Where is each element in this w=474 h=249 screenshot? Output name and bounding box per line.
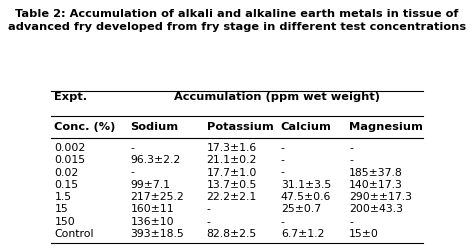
- Text: 0.015: 0.015: [55, 155, 85, 165]
- Text: 21.1±0.2: 21.1±0.2: [207, 155, 257, 165]
- Text: 185±37.8: 185±37.8: [349, 168, 403, 178]
- Text: 160±11: 160±11: [130, 204, 174, 214]
- Text: Expt.: Expt.: [55, 92, 88, 102]
- Text: -: -: [130, 143, 134, 153]
- Text: 140±17.3: 140±17.3: [349, 180, 403, 190]
- Text: 0.002: 0.002: [55, 143, 86, 153]
- Text: 99±7.1: 99±7.1: [130, 180, 171, 190]
- Text: Control: Control: [55, 229, 94, 239]
- Text: Calcium: Calcium: [281, 122, 332, 132]
- Text: 200±43.3: 200±43.3: [349, 204, 403, 214]
- Text: Conc. (%): Conc. (%): [55, 122, 116, 132]
- Text: -: -: [207, 217, 210, 227]
- Text: 15: 15: [55, 204, 68, 214]
- Text: 0.02: 0.02: [55, 168, 79, 178]
- Text: 96.3±2.2: 96.3±2.2: [130, 155, 181, 165]
- Text: 6.7±1.2: 6.7±1.2: [281, 229, 324, 239]
- Text: 13.7±0.5: 13.7±0.5: [207, 180, 257, 190]
- Text: 393±18.5: 393±18.5: [130, 229, 184, 239]
- Text: 1.5: 1.5: [55, 192, 72, 202]
- Text: -: -: [281, 143, 284, 153]
- Text: Sodium: Sodium: [130, 122, 179, 132]
- Text: -: -: [349, 143, 353, 153]
- Text: 136±10: 136±10: [130, 217, 174, 227]
- Text: -: -: [281, 217, 284, 227]
- Text: 17.7±1.0: 17.7±1.0: [207, 168, 257, 178]
- Text: -: -: [349, 217, 353, 227]
- Text: -: -: [130, 168, 134, 178]
- Text: -: -: [281, 168, 284, 178]
- Text: 217±25.2: 217±25.2: [130, 192, 184, 202]
- Text: 25±0.7: 25±0.7: [281, 204, 321, 214]
- Text: 150: 150: [55, 217, 75, 227]
- Text: 22.2±2.1: 22.2±2.1: [207, 192, 257, 202]
- Text: 15±0: 15±0: [349, 229, 379, 239]
- Text: -: -: [349, 155, 353, 165]
- Text: 82.8±2.5: 82.8±2.5: [207, 229, 257, 239]
- Text: 0.15: 0.15: [55, 180, 79, 190]
- Text: Table 2: Accumulation of alkali and alkaline earth metals in tissue of
advanced : Table 2: Accumulation of alkali and alka…: [8, 9, 466, 32]
- Text: 47.5±0.6: 47.5±0.6: [281, 192, 331, 202]
- Text: 31.1±3.5: 31.1±3.5: [281, 180, 331, 190]
- Text: 17.3±1.6: 17.3±1.6: [207, 143, 257, 153]
- Text: 290±±17.3: 290±±17.3: [349, 192, 412, 202]
- Text: -: -: [207, 204, 210, 214]
- Text: Magnesium: Magnesium: [349, 122, 423, 132]
- Text: Potassium: Potassium: [207, 122, 273, 132]
- Text: Accumulation (ppm wet weight): Accumulation (ppm wet weight): [174, 92, 380, 102]
- Text: -: -: [281, 155, 284, 165]
